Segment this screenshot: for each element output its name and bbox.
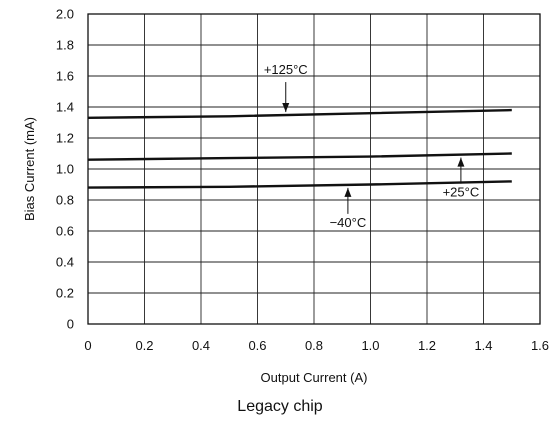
y-tick-label: 0.2 [56,286,74,301]
annotation-label: +125°C [264,62,308,77]
x-axis-label: Output Current (A) [261,370,368,385]
annotation-label: +25°C [443,185,480,200]
x-tick-label: 0.8 [305,338,323,353]
y-tick-label: 0.8 [56,193,74,208]
y-tick-label: 0.4 [56,255,74,270]
annotation-layer: +125°C −40°C +25°C [264,62,479,230]
x-tick-label: 1.0 [361,338,379,353]
x-tick-label: 1.2 [418,338,436,353]
series-line [87,152,512,161]
x-tick-label: 0.2 [135,338,153,353]
plot-frame [87,13,541,325]
x-tick-label: 1.6 [531,338,549,353]
x-tick-label: 0 [84,338,91,353]
y-tick-label: 1.6 [56,69,74,84]
x-tick-label: 0.4 [192,338,210,353]
y-tick-label: 0.6 [56,224,74,239]
series-line [87,180,512,189]
chart-caption: Legacy chip [237,398,323,415]
tick-layer: 0 0.2 0.4 0.6 0.8 1.0 1.2 1.4 1.6 0 0.2 0.4 0.6 0.8 1.… [56,7,549,354]
x-tick-label: 0.6 [248,338,266,353]
y-tick-label: 2.0 [56,7,74,22]
annotation-arrow-head [282,103,290,113]
y-tick-label: 1.0 [56,162,74,177]
series-line [87,108,512,119]
y-tick-label: 1.4 [56,100,74,115]
annotation-arrow-head [344,187,352,197]
annotation-label: −40°C [330,215,367,230]
y-tick-label: 1.2 [56,131,74,146]
y-axis-label: Bias Current (mA) [22,117,37,221]
grid-layer [88,14,540,324]
y-tick-label: 1.8 [56,38,74,53]
annotation-arrow-head [457,157,465,167]
series-layer [87,108,512,189]
x-tick-label: 1.4 [474,338,492,353]
y-tick-label: 0 [67,317,74,332]
